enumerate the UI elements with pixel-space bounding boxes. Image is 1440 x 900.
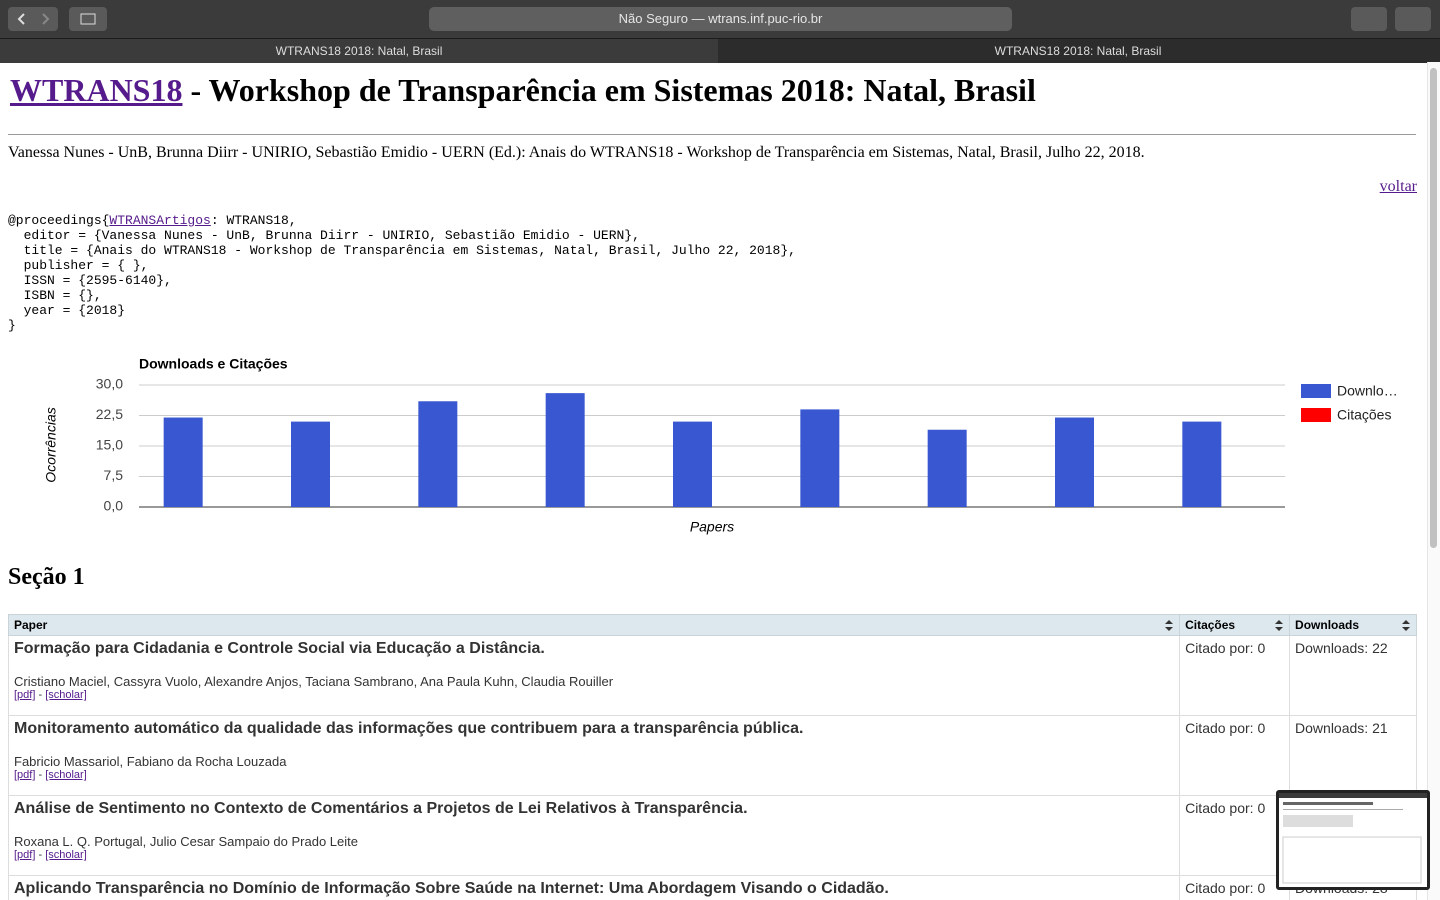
legend-label: Downlo… xyxy=(1337,383,1398,399)
paper-cell: Formação para Cidadania e Controle Socia… xyxy=(7,635,1181,716)
paper-row: Monitoramento automático da qualidade da… xyxy=(7,715,1417,796)
nav-buttons[interactable] xyxy=(8,7,108,31)
preview-image xyxy=(1279,793,1427,884)
y-tick-label: 22,5 xyxy=(96,406,123,422)
bar xyxy=(1182,421,1222,507)
browser-toolbar: Não Seguro — wtrans.inf.puc-rio.br xyxy=(0,0,1440,38)
bar xyxy=(418,401,458,507)
bibtex-body: : WTRANS18, editor = {Vanessa Nunes - Un… xyxy=(8,213,796,333)
bibtex: @proceedings{WTRANSArtigos: WTRANS18, ed… xyxy=(8,213,796,333)
pdf-link[interactable]: [pdf] xyxy=(14,769,36,781)
scroll-thumb[interactable] xyxy=(1430,68,1437,548)
screenshot-preview[interactable] xyxy=(1276,790,1430,890)
bibtex-prefix: @proceedings{ xyxy=(8,213,110,228)
pdf-link[interactable]: [pdf] xyxy=(14,849,36,861)
downloads-cell: Downloads: 21 xyxy=(1289,715,1417,796)
papers-table: Paper Citações Downloads Formação para Cid… xyxy=(7,614,1417,900)
bar xyxy=(163,417,203,507)
bar xyxy=(1055,417,1094,507)
bibtex-link[interactable]: WTRANSArtigos xyxy=(109,213,211,228)
scrollbar[interactable] xyxy=(1427,62,1440,900)
column-header[interactable]: Citações xyxy=(1179,614,1291,636)
tab[interactable]: WTRANS18 2018: Natal, Brasil xyxy=(0,39,718,63)
y-tick-label: 0,0 xyxy=(104,498,124,514)
paper-title: Aplicando Transparência no Domínio de In… xyxy=(14,880,889,897)
paper-links: [pdf] - [scholar] xyxy=(14,849,1174,861)
paper-row: Formação para Cidadania e Controle Socia… xyxy=(7,635,1417,716)
sort-icon[interactable] xyxy=(1275,620,1284,631)
paper-authors: Cristiano Maciel, Cassyra Vuolo, Alexand… xyxy=(14,674,614,689)
link-separator: - xyxy=(35,769,46,781)
paper-cell: Análise de Sentimento no Contexto de Com… xyxy=(7,795,1181,876)
window-buttons[interactable] xyxy=(1351,7,1431,31)
chart: Downloads e Citações Ocorrências Papers … xyxy=(43,356,1398,535)
bar xyxy=(291,421,330,507)
title-link[interactable]: WTRANS18 xyxy=(10,72,183,108)
citations-cell: Citado por: 0 xyxy=(1179,875,1291,900)
title-text: - Workshop de Transparência em Sistemas … xyxy=(190,72,1036,108)
paper-row: Análise de Sentimento no Contexto de Com… xyxy=(7,795,1417,876)
legend-label: Citações xyxy=(1337,407,1391,423)
paper-links: [pdf] - [scholar] xyxy=(14,769,1174,781)
column-header[interactable]: Downloads xyxy=(1289,614,1417,636)
legend-swatch xyxy=(1301,408,1331,422)
scholar-link[interactable]: [scholar] xyxy=(45,849,87,861)
section-title: Seção 1 xyxy=(8,564,85,590)
tab[interactable]: WTRANS18 2018: Natal, Brasil xyxy=(994,44,1162,58)
paper-cell: Aplicando Transparência no Domínio de In… xyxy=(7,875,1181,900)
citations-cell: Citado por: 0 xyxy=(1179,635,1291,716)
page-title: WTRANS18 - Workshop de Transparência em … xyxy=(10,72,1036,109)
column-header[interactable]: Paper xyxy=(7,614,1181,636)
y-tick-label: 30,0 xyxy=(96,376,123,392)
y-axis-label: Ocorrências xyxy=(43,407,59,482)
bar xyxy=(673,421,712,507)
legend-swatch xyxy=(1301,384,1331,398)
paper-title: Monitoramento automático da qualidade da… xyxy=(14,720,804,737)
bar xyxy=(927,429,967,507)
citations-cell: Citado por: 0 xyxy=(1179,715,1291,796)
paper-links: [pdf] - [scholar] xyxy=(14,689,1174,701)
downloads-cell: Downloads: 22 xyxy=(1289,635,1417,716)
paper-title: Análise de Sentimento no Contexto de Com… xyxy=(14,800,748,817)
paper-row: Aplicando Transparência no Domínio de In… xyxy=(7,875,1417,900)
address-bar[interactable]: Não Seguro — wtrans.inf.puc-rio.br xyxy=(429,7,1012,31)
scholar-link[interactable]: [scholar] xyxy=(45,689,87,701)
bar xyxy=(545,393,585,507)
link-separator: - xyxy=(35,689,46,701)
tab-bar: WTRANS18 2018: Natal, Brasil WTRANS18 20… xyxy=(0,38,1440,63)
sort-icon[interactable] xyxy=(1402,620,1410,631)
citations-cell: Citado por: 0 xyxy=(1179,795,1291,876)
paper-cell: Monitoramento automático da qualidade da… xyxy=(7,715,1181,796)
paper-authors: Roxana L. Q. Portugal, Julio Cesar Sampa… xyxy=(14,834,358,849)
x-axis-label: Papers xyxy=(690,519,734,535)
header-row: Paper Citações Downloads xyxy=(7,614,1417,636)
bar xyxy=(800,409,840,507)
paper-title: Formação para Cidadania e Controle Socia… xyxy=(14,640,545,657)
editors: Vanessa Nunes - UnB, Brunna Diirr - UNIR… xyxy=(8,144,1145,161)
y-tick-label: 7,5 xyxy=(104,467,124,483)
link-separator: - xyxy=(35,849,46,861)
table-body: Formação para Cidadania e Controle Socia… xyxy=(7,635,1417,900)
scholar-link[interactable]: [scholar] xyxy=(45,769,87,781)
y-tick-label: 15,0 xyxy=(96,437,123,453)
paper-authors: Fabricio Massariol, Fabiano da Rocha Lou… xyxy=(14,754,287,769)
chart-title: Downloads e Citações xyxy=(139,356,288,372)
sort-icon[interactable] xyxy=(1165,620,1174,631)
rule xyxy=(8,134,1416,135)
pdf-link[interactable]: [pdf] xyxy=(14,689,36,701)
back-link[interactable]: voltar xyxy=(1379,178,1417,195)
